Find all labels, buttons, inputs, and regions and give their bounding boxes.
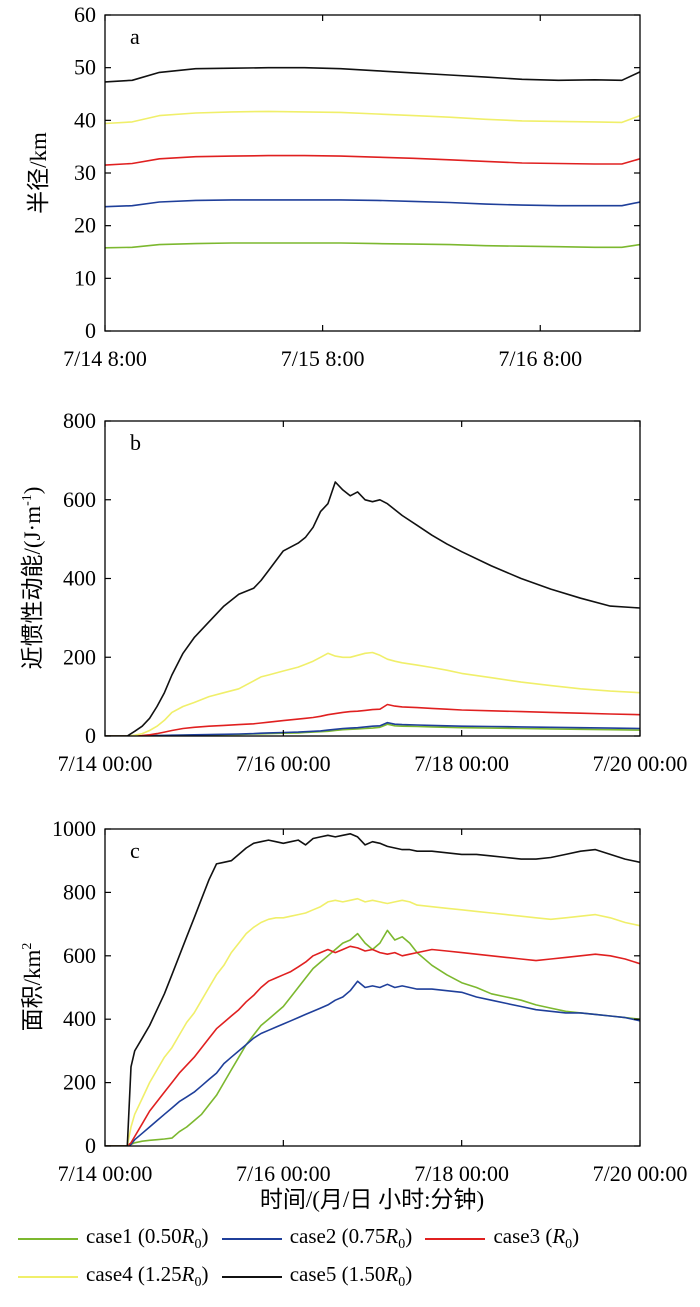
legend-row-2: case4 (1.25R0) case5 (1.50R0) bbox=[18, 1262, 698, 1300]
y-tick-label-b-4: 800 bbox=[63, 408, 96, 433]
series-line-c-case4 bbox=[105, 897, 640, 1146]
y-tick-label-a-2: 20 bbox=[74, 213, 96, 238]
series-line-c-case1 bbox=[105, 929, 640, 1146]
y-axis-label-c: 面积/km2 bbox=[20, 943, 45, 1032]
y-axis-label-close-b: ) bbox=[20, 487, 45, 495]
y-axis-label-a: 半径/km bbox=[26, 132, 51, 214]
panel-letter-b: b bbox=[130, 430, 141, 455]
plot-frame-a bbox=[104, 14, 641, 332]
series-line-b-case3 bbox=[105, 703, 640, 736]
panel-letter-c: c bbox=[130, 838, 140, 863]
y-tick-label-a-4: 40 bbox=[74, 107, 96, 132]
y-axis-label-text-c: 面积/km bbox=[20, 950, 45, 1032]
legend-label-case2: case2 (0.75R0) bbox=[289, 1224, 413, 1253]
legend-item-case1: case1 (0.50R0) bbox=[18, 1224, 208, 1253]
legend-label-case4: case4 (1.25R0) bbox=[86, 1262, 209, 1291]
series-line-c-case3 bbox=[105, 945, 640, 1146]
x-tick-label-c-3: 7/20 00:00 bbox=[593, 1161, 688, 1186]
legend-item-case5: case5 (1.50R0) bbox=[221, 1262, 413, 1291]
legend-item-case4: case4 (1.25R0) bbox=[18, 1262, 208, 1291]
legend-row-1: case1 (0.50R0) case2 (0.75R0) case3 (R0) bbox=[18, 1224, 698, 1262]
legend: case1 (0.50R0) case2 (0.75R0) case3 (R0)… bbox=[18, 1224, 698, 1300]
x-tick-label-c-2: 7/18 00:00 bbox=[414, 1161, 509, 1186]
chart-panel-b: 0 200 400 600 800 7/14 00:00 7/16 00:00 7/18 00… bbox=[20, 408, 687, 776]
x-tick-label-c-1: 7/16 00:00 bbox=[236, 1161, 331, 1186]
y-tick-label-c-2: 400 bbox=[63, 1006, 96, 1031]
series-line-b-case5 bbox=[105, 481, 640, 736]
series-line-b-case4 bbox=[105, 651, 640, 736]
series-line-c-case2 bbox=[105, 980, 640, 1146]
chart-panel-a: 0 10 20 30 40 50 60 7/14 8:00 7/15 8:00 7/16 8:00… bbox=[26, 2, 641, 371]
y-tick-label-a-0: 0 bbox=[85, 318, 96, 343]
x-tick-label-c-0: 7/14 00:00 bbox=[58, 1161, 153, 1186]
legend-swatch-case2 bbox=[221, 1237, 282, 1240]
y-axis-label-sup-b: -1 bbox=[20, 494, 35, 506]
x-tick-label-b-3: 7/20 00:00 bbox=[593, 751, 688, 776]
legend-swatch-case1 bbox=[18, 1237, 78, 1240]
legend-swatch-case4 bbox=[18, 1275, 78, 1278]
series-line-b-case2 bbox=[105, 721, 640, 736]
x-axis-label: 时间/(月/日 小时:分钟) bbox=[260, 1187, 484, 1212]
y-tick-label-c-3: 600 bbox=[63, 943, 96, 968]
legend-label-case1: case1 (0.50R0) bbox=[86, 1224, 209, 1253]
panel-letter-a: a bbox=[130, 24, 140, 49]
y-axis-label-text-a: 半径/km bbox=[26, 132, 51, 214]
y-tick-label-b-0: 0 bbox=[85, 723, 96, 748]
series-line-a-case3 bbox=[105, 154, 640, 166]
y-axis-label-b: 近惯性动能/(J·m-1) bbox=[20, 487, 45, 670]
legend-swatch-case3 bbox=[425, 1237, 486, 1240]
plot-frame-b bbox=[104, 420, 641, 737]
y-tick-label-a-6: 60 bbox=[74, 2, 96, 27]
series-line-a-case5 bbox=[105, 66, 640, 83]
y-tick-label-b-3: 600 bbox=[63, 487, 96, 512]
y-tick-label-a-3: 30 bbox=[74, 160, 96, 185]
x-tick-label-b-1: 7/16 00:00 bbox=[236, 751, 331, 776]
legend-item-case2: case2 (0.75R0) bbox=[221, 1224, 413, 1253]
y-axis-label-text-b: 近惯性动能/(J·m bbox=[20, 506, 45, 670]
series-line-c-case5 bbox=[105, 832, 640, 1146]
y-tick-label-c-5: 1000 bbox=[52, 816, 96, 841]
series-line-a-case1 bbox=[105, 242, 640, 249]
y-tick-label-b-1: 200 bbox=[63, 644, 96, 669]
y-tick-label-a-5: 50 bbox=[74, 55, 96, 80]
legend-label-case3: case3 (R0) bbox=[493, 1224, 580, 1253]
y-tick-label-c-4: 800 bbox=[63, 879, 96, 904]
legend-item-case3: case3 (R0) bbox=[425, 1224, 579, 1253]
y-tick-label-c-0: 0 bbox=[85, 1133, 96, 1158]
series-line-a-case4 bbox=[105, 110, 640, 125]
legend-swatch-case5 bbox=[221, 1275, 282, 1278]
plot-frame-c bbox=[104, 828, 641, 1147]
x-tick-label-b-0: 7/14 00:00 bbox=[58, 751, 153, 776]
y-axis-label-sup-c: 2 bbox=[20, 943, 35, 950]
chart-panel-c: 0 200 400 600 800 1000 7/14 00:00 7/16 00:00 7/1… bbox=[20, 816, 687, 1186]
y-tick-label-a-1: 10 bbox=[74, 265, 96, 290]
x-tick-label-a-2: 7/16 8:00 bbox=[498, 346, 582, 371]
y-tick-label-c-1: 200 bbox=[63, 1070, 96, 1095]
legend-label-case5: case5 (1.50R0) bbox=[289, 1262, 413, 1291]
x-tick-label-b-2: 7/18 00:00 bbox=[414, 751, 509, 776]
series-line-a-case2 bbox=[105, 199, 640, 208]
x-tick-label-a-1: 7/15 8:00 bbox=[281, 346, 365, 371]
y-tick-label-b-2: 400 bbox=[63, 566, 96, 591]
x-tick-label-a-0: 7/14 8:00 bbox=[63, 346, 147, 371]
